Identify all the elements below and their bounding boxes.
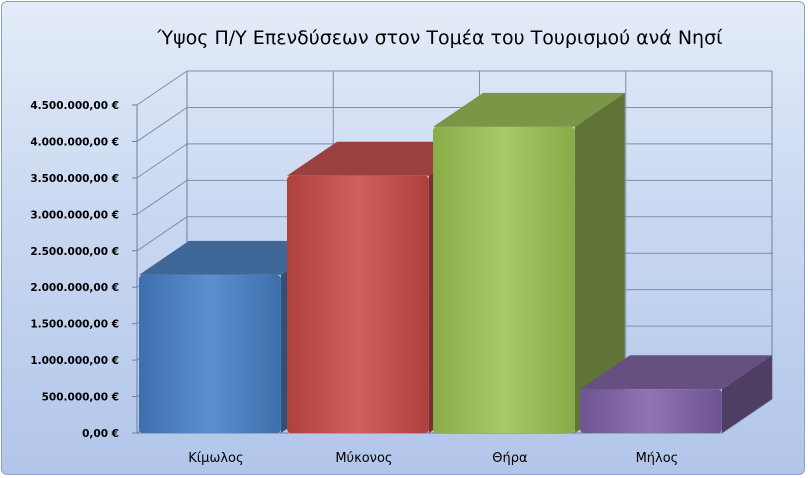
y-tick-label: 0,00 € — [82, 428, 119, 440]
bar-top-face — [287, 141, 479, 176]
y-tick-label: 3.000.000,00 € — [30, 209, 119, 221]
horizontal-gridline — [136, 70, 772, 106]
bar-top-face — [580, 355, 772, 390]
bar-side-face — [574, 92, 625, 433]
bar-front-face — [287, 175, 429, 434]
bar-front-face — [580, 389, 722, 433]
bar-3 — [433, 92, 625, 433]
bar-front-face — [139, 274, 281, 433]
bar-4 — [580, 355, 772, 433]
x-category-label: Θήρα — [492, 451, 527, 466]
bar-side-face — [721, 355, 772, 433]
y-tick-label: 3.500.000,00 € — [30, 173, 119, 185]
y-tick-label: 1.000.000,00 € — [30, 355, 119, 367]
x-category-label: Μήλος — [636, 451, 679, 466]
y-tick-label: 4.500.000,00 € — [30, 100, 119, 112]
x-axis-category-labels: Κίμωλος Μύκονος Θήρα Μήλος — [188, 451, 678, 466]
y-axis-tick-labels: 0,00 € 500.000,00 € 1.000.000,00 € 1.500.00… — [30, 100, 119, 440]
bars — [139, 92, 772, 434]
x-category-label: Κίμωλος — [188, 451, 243, 466]
y-tick-label: 2.500.000,00 € — [30, 246, 119, 258]
y-tick-label: 4.000.000,00 € — [30, 136, 119, 148]
y-tick-label: 2.000.000,00 € — [30, 282, 119, 294]
bar-top-face — [139, 240, 331, 275]
y-tick-label: 1.500.000,00 € — [30, 319, 119, 331]
y-tick-label: 500.000,00 € — [42, 392, 119, 404]
bar-front-face — [433, 126, 575, 433]
bar-top-face — [433, 92, 625, 127]
chart-title: Ύψος Π/Υ Επενδύσεων στον Τομέα του Τουρι… — [156, 27, 723, 49]
x-category-label: Μύκονος — [335, 451, 392, 466]
